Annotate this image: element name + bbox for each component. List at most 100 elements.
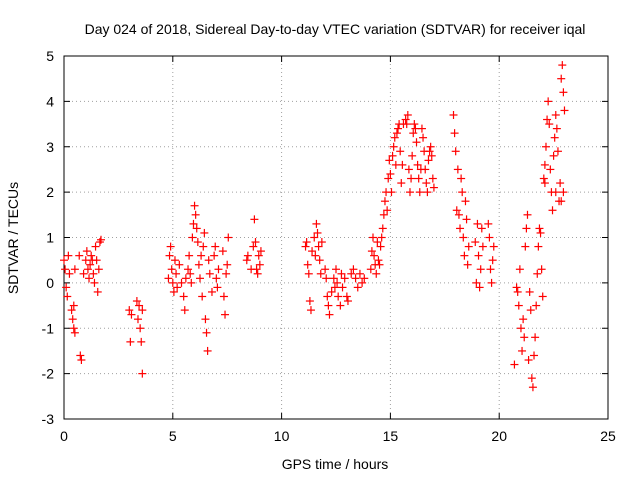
data-point — [458, 188, 467, 197]
data-point — [401, 115, 410, 124]
data-point — [476, 265, 485, 274]
data-point — [223, 260, 232, 269]
data-point — [214, 265, 223, 274]
data-point — [87, 251, 96, 260]
data-point — [314, 242, 323, 251]
data-point — [535, 224, 544, 233]
data-point — [452, 206, 461, 215]
data-point — [379, 210, 388, 219]
data-point — [383, 206, 392, 215]
data-point — [558, 61, 567, 70]
data-point — [187, 278, 196, 287]
data-point — [125, 306, 134, 315]
data-point — [376, 242, 385, 251]
data-point — [372, 269, 381, 278]
data-point — [389, 142, 398, 151]
points-layer — [60, 61, 569, 392]
data-point — [327, 287, 336, 296]
data-point — [324, 301, 333, 310]
data-point — [70, 328, 79, 337]
data-point — [127, 310, 136, 319]
data-point — [539, 174, 548, 183]
data-point — [94, 265, 103, 274]
data-point — [387, 188, 396, 197]
data-point — [89, 269, 98, 278]
data-point — [367, 247, 376, 256]
data-point — [60, 256, 68, 265]
data-point — [202, 328, 211, 337]
data-point — [192, 224, 201, 233]
data-point — [213, 283, 222, 292]
data-point — [478, 242, 487, 251]
data-point — [189, 219, 198, 228]
data-point — [538, 292, 547, 301]
y-tick-label: 2 — [46, 184, 54, 200]
data-point — [85, 274, 94, 283]
data-point — [170, 256, 179, 265]
data-point — [79, 269, 88, 278]
data-point — [425, 147, 434, 156]
data-point — [65, 269, 74, 278]
data-point — [545, 120, 554, 129]
data-point — [330, 283, 339, 292]
data-point — [521, 242, 530, 251]
data-point — [457, 174, 466, 183]
data-point — [340, 274, 349, 283]
data-point — [82, 247, 91, 256]
data-point — [138, 369, 147, 378]
data-point — [334, 292, 343, 301]
data-point — [526, 306, 535, 315]
data-point — [76, 351, 85, 360]
data-point — [64, 251, 73, 260]
data-point — [540, 179, 549, 188]
data-point — [323, 292, 332, 301]
data-point — [523, 210, 532, 219]
ticks-layer: 0 5 10 15 20 25 -3 -2 -1 0 1 2 3 4 5 — [42, 48, 616, 444]
x-tick-label: 10 — [274, 428, 290, 444]
data-point — [464, 242, 473, 251]
data-point — [61, 265, 70, 274]
data-point — [311, 251, 320, 260]
y-tick-label: 0 — [46, 275, 54, 291]
data-point — [322, 274, 331, 283]
data-point — [370, 251, 379, 260]
data-point — [194, 260, 203, 269]
data-point — [211, 242, 220, 251]
data-point — [373, 238, 382, 247]
data-point — [463, 260, 472, 269]
data-point — [169, 287, 178, 296]
data-point — [338, 283, 347, 292]
data-point — [553, 147, 562, 156]
data-point — [63, 292, 72, 301]
data-point — [68, 315, 77, 324]
data-point — [544, 97, 553, 106]
data-point — [550, 133, 559, 142]
data-point — [96, 235, 105, 244]
data-point — [428, 174, 437, 183]
data-point — [543, 115, 552, 124]
y-tick-label: 4 — [46, 93, 54, 109]
data-point — [333, 278, 342, 287]
data-point — [384, 174, 393, 183]
data-point — [385, 156, 394, 165]
data-point — [253, 269, 262, 278]
x-tick-label: 15 — [383, 428, 399, 444]
data-point — [172, 269, 181, 278]
data-point — [351, 274, 360, 283]
data-point — [185, 251, 194, 260]
data-point — [83, 265, 92, 274]
data-point — [556, 179, 565, 188]
data-point — [199, 242, 208, 251]
data-point — [360, 274, 369, 283]
data-point — [177, 278, 186, 287]
data-point — [221, 310, 230, 319]
data-point — [90, 278, 99, 287]
data-point — [198, 292, 207, 301]
data-point — [242, 256, 251, 265]
data-point — [541, 142, 550, 151]
data-point — [462, 215, 471, 224]
data-point — [203, 346, 212, 355]
data-point — [477, 224, 486, 233]
data-point — [69, 301, 78, 310]
data-point — [421, 165, 430, 174]
